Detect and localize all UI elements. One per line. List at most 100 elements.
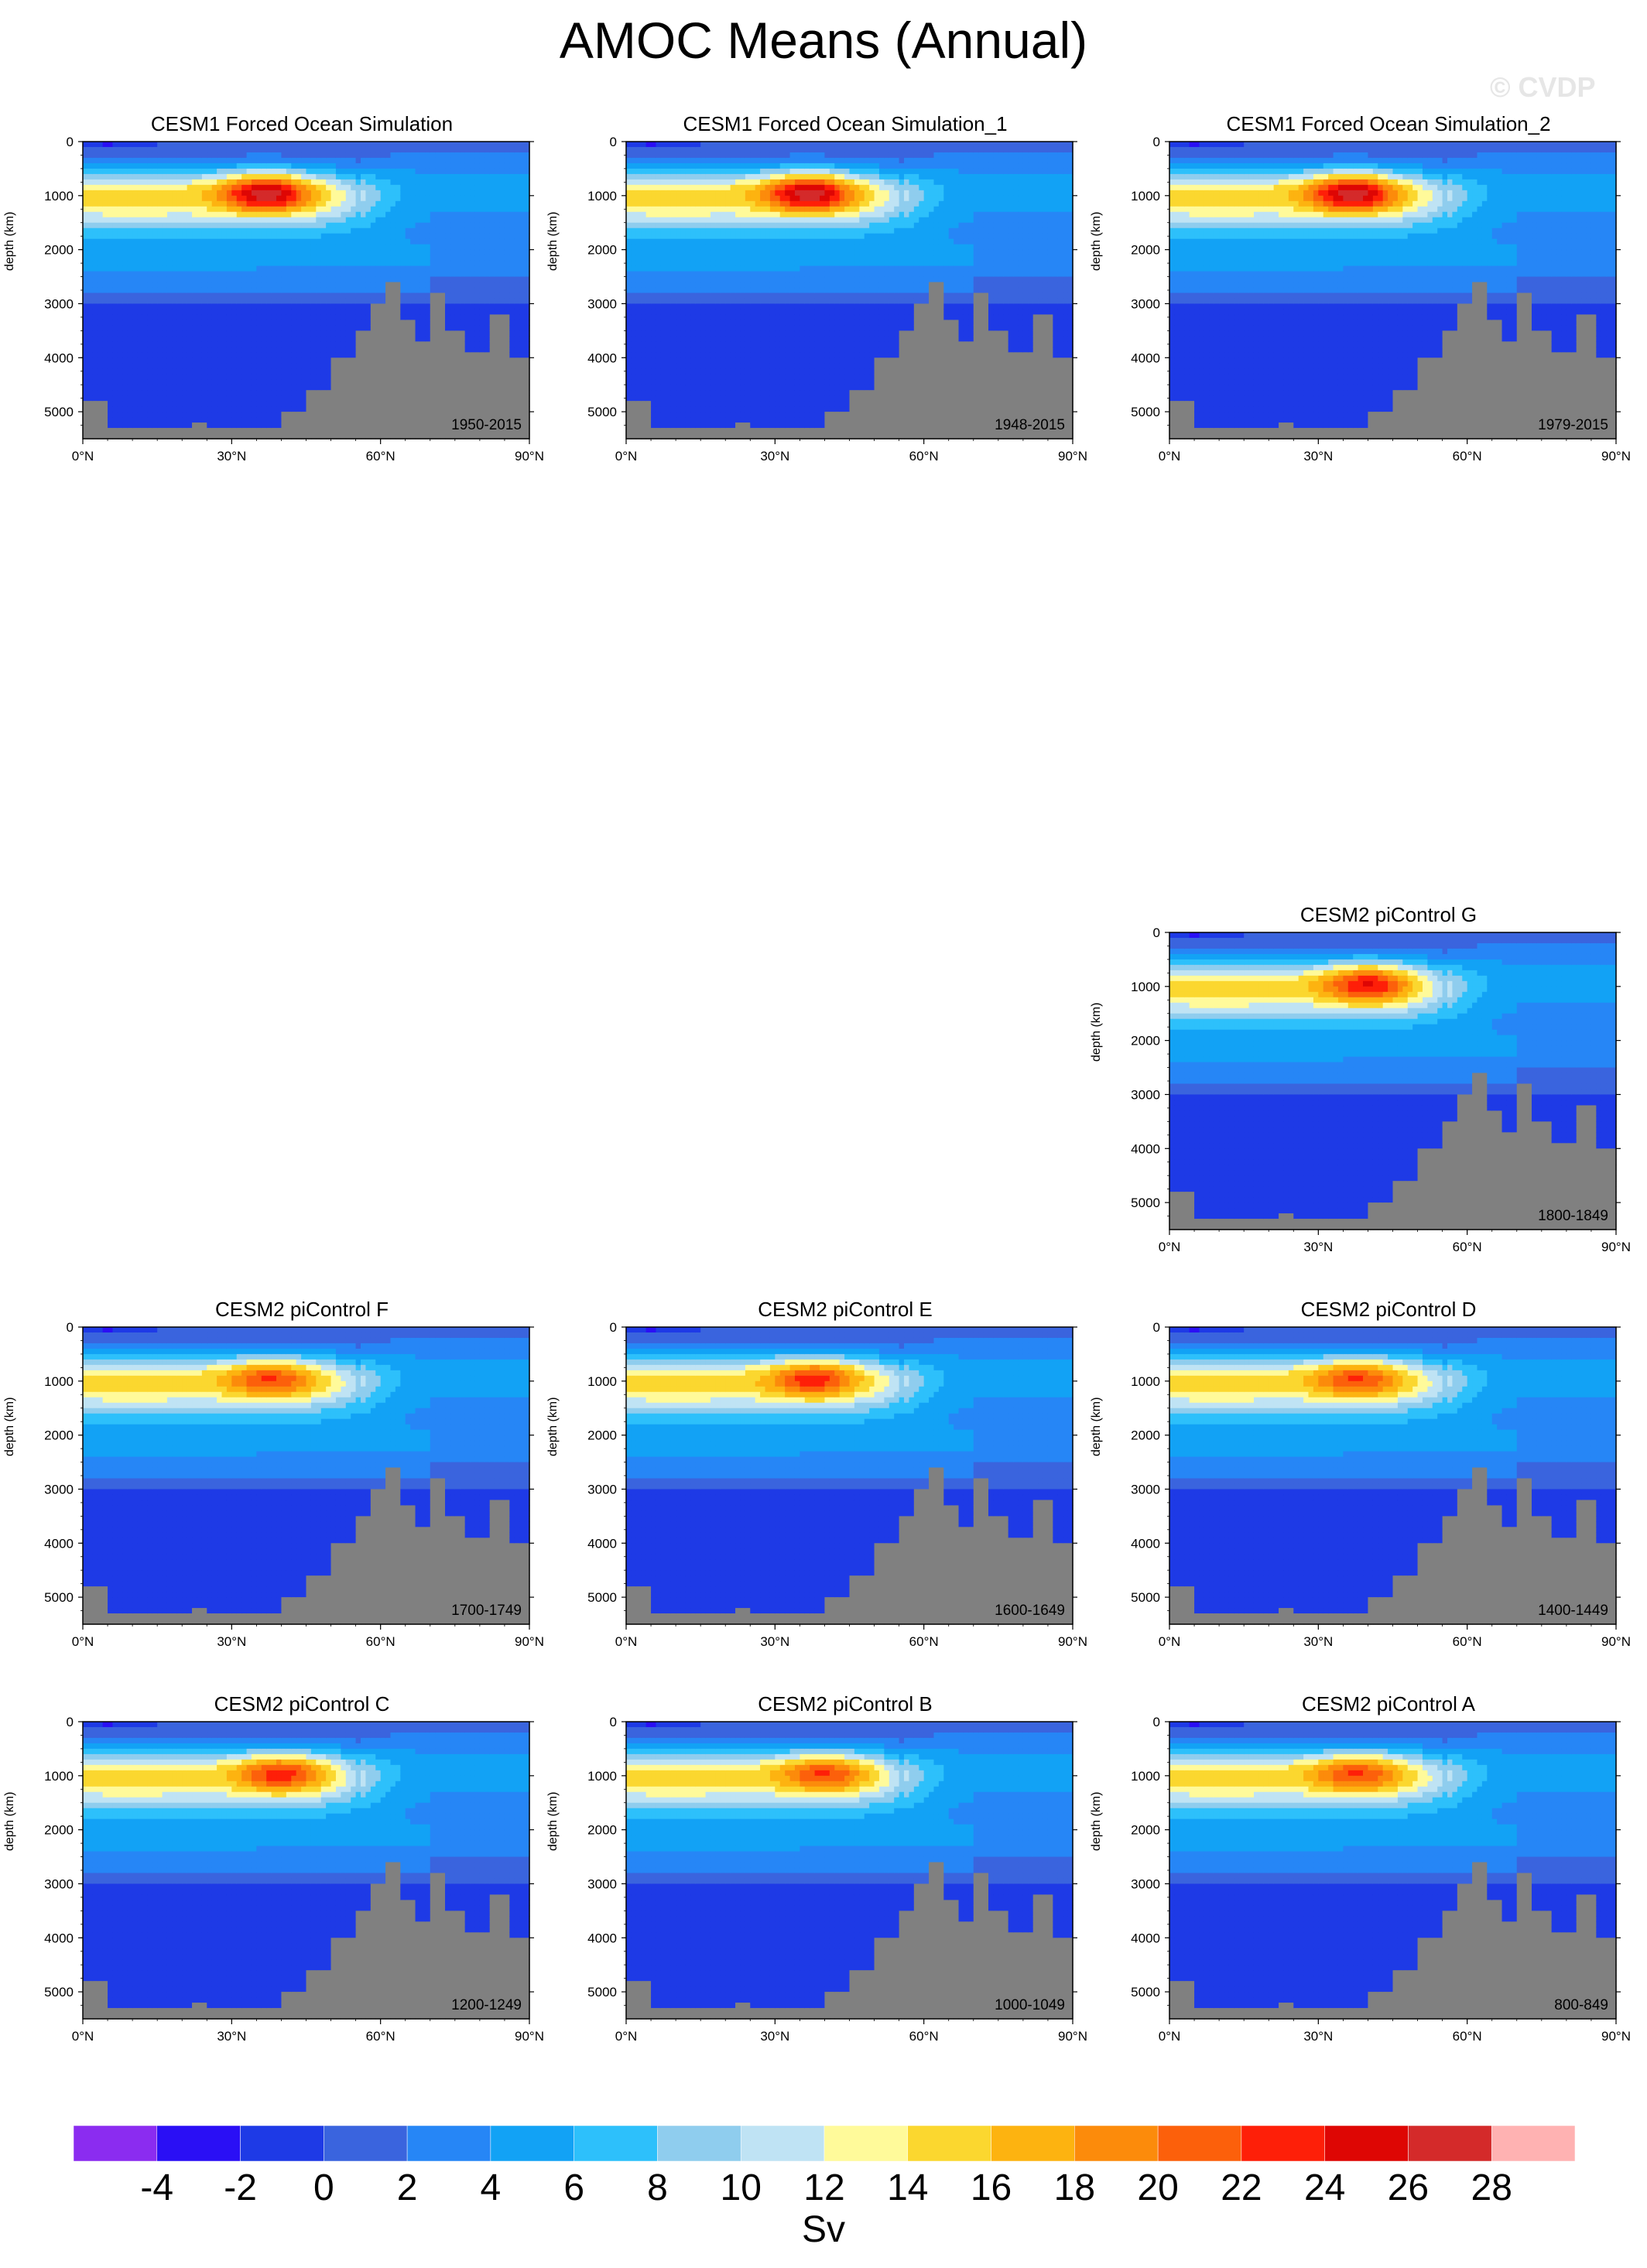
field-cell xyxy=(479,363,485,369)
field-cell xyxy=(296,368,302,375)
field-cell xyxy=(157,211,163,218)
field-cell xyxy=(330,227,337,234)
field-cell xyxy=(291,292,297,299)
field-cell xyxy=(117,347,123,353)
field-cell xyxy=(405,330,411,337)
field-cell xyxy=(355,374,361,380)
field-cell xyxy=(221,374,228,380)
field-cell xyxy=(152,309,158,316)
field-cell xyxy=(301,330,307,337)
field-cell xyxy=(182,157,188,164)
field-cell xyxy=(231,200,238,207)
field-cell xyxy=(390,336,396,342)
field-cell xyxy=(162,417,168,423)
field-cell xyxy=(445,314,451,320)
field-cell xyxy=(514,412,520,418)
field-cell xyxy=(147,292,153,299)
field-cell xyxy=(197,379,203,385)
field-cell xyxy=(152,368,158,375)
field-cell xyxy=(127,412,133,418)
field-cell xyxy=(470,341,476,347)
field-cell xyxy=(132,422,139,429)
field-cell xyxy=(390,227,396,234)
field-cell xyxy=(345,249,351,256)
field-cell xyxy=(301,428,307,434)
field-cell xyxy=(147,200,153,207)
field-cell xyxy=(286,363,292,369)
field-cell xyxy=(142,211,148,218)
field-cell xyxy=(251,206,257,213)
field-cell xyxy=(524,179,530,186)
field-cell xyxy=(192,152,198,159)
field-cell xyxy=(514,422,520,429)
field-cell xyxy=(330,309,337,316)
field-cell xyxy=(435,179,441,186)
field-cell xyxy=(405,395,411,402)
field-cell xyxy=(320,195,327,202)
field-cell xyxy=(499,222,505,229)
field-cell xyxy=(226,357,232,364)
field-cell xyxy=(415,422,421,429)
field-cell xyxy=(395,401,401,407)
field-cell xyxy=(365,211,372,218)
field-cell xyxy=(495,206,501,213)
field-cell xyxy=(335,287,341,294)
field-cell xyxy=(98,357,104,364)
field-cell xyxy=(102,142,108,148)
field-cell xyxy=(301,206,307,213)
field-cell xyxy=(117,282,123,289)
field-cell xyxy=(320,303,327,310)
field-cell xyxy=(524,244,530,251)
panel-cesm1-forced: CESM1 Forced Ocean Simulation depth (km)… xyxy=(0,112,557,464)
field-cell xyxy=(335,395,341,402)
field-cell xyxy=(241,347,248,353)
field-cell xyxy=(261,282,267,289)
field-cell xyxy=(326,314,332,320)
field-cell xyxy=(211,227,217,234)
field-cell xyxy=(207,168,213,175)
field-cell xyxy=(176,352,183,358)
field-cell xyxy=(286,287,292,294)
field-cell xyxy=(435,211,441,218)
field-cell xyxy=(450,390,456,396)
field-cell xyxy=(157,401,163,407)
field-cell xyxy=(112,195,118,202)
field-cell xyxy=(108,142,114,148)
field-cell xyxy=(291,211,297,218)
field-cell xyxy=(440,314,446,320)
field-cell xyxy=(330,374,337,380)
field-cell xyxy=(246,227,252,234)
field-cell xyxy=(509,347,515,353)
field-cell xyxy=(326,336,332,342)
field-cell xyxy=(207,276,213,283)
field-cell xyxy=(341,325,347,331)
field-cell xyxy=(142,255,148,262)
field-cell xyxy=(440,406,446,412)
field-cell xyxy=(108,401,114,407)
field-cell xyxy=(504,206,510,213)
field-cell xyxy=(310,292,317,299)
field-cell xyxy=(509,152,515,159)
field-cell xyxy=(256,401,262,407)
field-cell xyxy=(276,374,282,380)
field-cell xyxy=(83,303,89,310)
field-cell xyxy=(495,211,501,218)
field-cell xyxy=(246,309,252,316)
field-cell xyxy=(509,211,515,218)
field-cell xyxy=(385,417,392,423)
field-cell xyxy=(495,238,501,245)
field-cell xyxy=(291,255,297,262)
field-cell xyxy=(499,363,505,369)
field-cell xyxy=(390,282,396,289)
field-cell xyxy=(137,428,143,434)
field-cell xyxy=(345,368,351,375)
field-cell xyxy=(132,320,139,326)
field-cell xyxy=(351,152,357,159)
field-cell xyxy=(380,406,386,412)
field-cell xyxy=(217,255,223,262)
field-cell xyxy=(276,433,282,440)
field-cell xyxy=(345,341,351,347)
field-cell xyxy=(162,142,168,148)
field-cell xyxy=(504,162,510,169)
field-cell xyxy=(454,379,461,385)
